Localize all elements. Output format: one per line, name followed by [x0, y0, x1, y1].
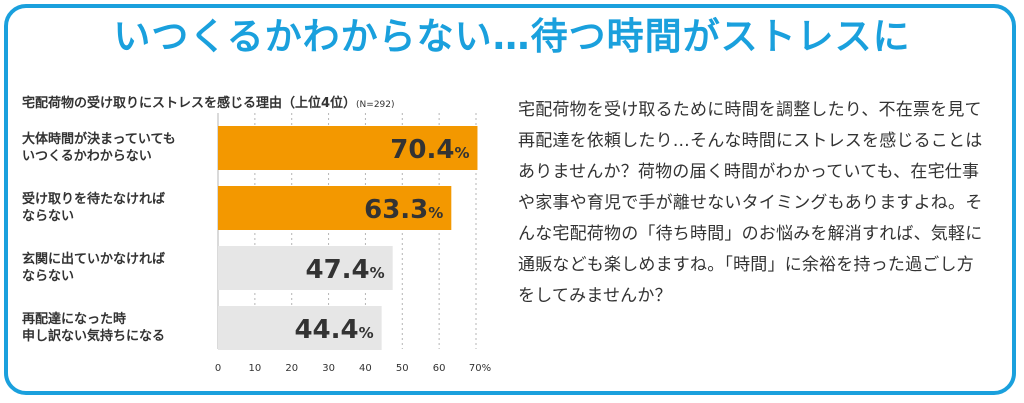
- x-tick-label-0: 0: [215, 363, 221, 374]
- chart-sample-note: (N=292): [356, 100, 395, 110]
- category-label-line: 玄関に出ていかなければ: [22, 252, 166, 267]
- headline-container: いつくるかわからない…待つ時間がストレスに: [0, 14, 1024, 60]
- bar-value-number-2: 47.4: [306, 255, 370, 285]
- x-tick-label-5: 50: [396, 363, 409, 374]
- x-tick-label-1: 10: [248, 363, 261, 374]
- category-label-line: 再配達になった時: [22, 312, 127, 327]
- category-label-1: 受け取りを待たなければ ならない: [22, 191, 218, 225]
- category-label-line: 受け取りを待たなければ: [22, 192, 166, 207]
- bar-value-unit-1: %: [428, 204, 443, 222]
- category-label-0: 大体時間が決まっていても いつくるかわからない: [22, 131, 218, 165]
- category-label-line: 申し訳ない気持ちになる: [22, 329, 166, 344]
- bar-value-number-0: 70.4: [390, 135, 454, 165]
- category-label-line: ならない: [22, 209, 75, 224]
- category-label-line: 大体時間が決まっていても: [22, 132, 176, 147]
- headline: いつくるかわからない…待つ時間がストレスに: [89, 14, 935, 60]
- category-label-line: ならない: [22, 269, 75, 284]
- bar-value-0: 70.4%: [390, 135, 469, 165]
- x-tick-label-4: 40: [359, 363, 372, 374]
- bar-1: [218, 186, 452, 230]
- bar-value-3: 44.4%: [294, 315, 373, 345]
- bar-2: [218, 246, 393, 290]
- x-tick-label-6: 60: [433, 363, 446, 374]
- x-tick-label-7: 70%: [469, 363, 491, 374]
- card-frame: [4, 4, 1016, 395]
- chart-title: 宅配荷物の受け取りにストレスを感じる理由（上位4位）(N=292): [22, 92, 395, 111]
- bar-value-unit-2: %: [370, 264, 385, 282]
- x-tick-label-2: 20: [285, 363, 298, 374]
- bar-0: [218, 126, 478, 170]
- bar-value-unit-3: %: [359, 324, 374, 342]
- category-label-line: いつくるかわからない: [22, 149, 152, 164]
- bar-value-number-3: 44.4: [294, 315, 358, 345]
- bar-value-2: 47.4%: [306, 255, 385, 285]
- bar-value-number-1: 63.3: [364, 195, 428, 225]
- category-label-2: 玄関に出ていかなければ ならない: [22, 251, 218, 285]
- x-tick-label-3: 30: [322, 363, 335, 374]
- body-text: 宅配荷物を受け取るために時間を調整したり、不在票を見て再配達を依頼したり…そんな…: [518, 100, 983, 306]
- bar-value-1: 63.3%: [364, 195, 443, 225]
- bar-3: [218, 306, 382, 350]
- category-label-3: 再配達になった時申し訳ない気持ちになる: [22, 311, 218, 345]
- chart-title-text: 宅配荷物の受け取りにストレスを感じる理由（上位4位）: [22, 96, 357, 111]
- bar-value-unit-0: %: [454, 144, 469, 162]
